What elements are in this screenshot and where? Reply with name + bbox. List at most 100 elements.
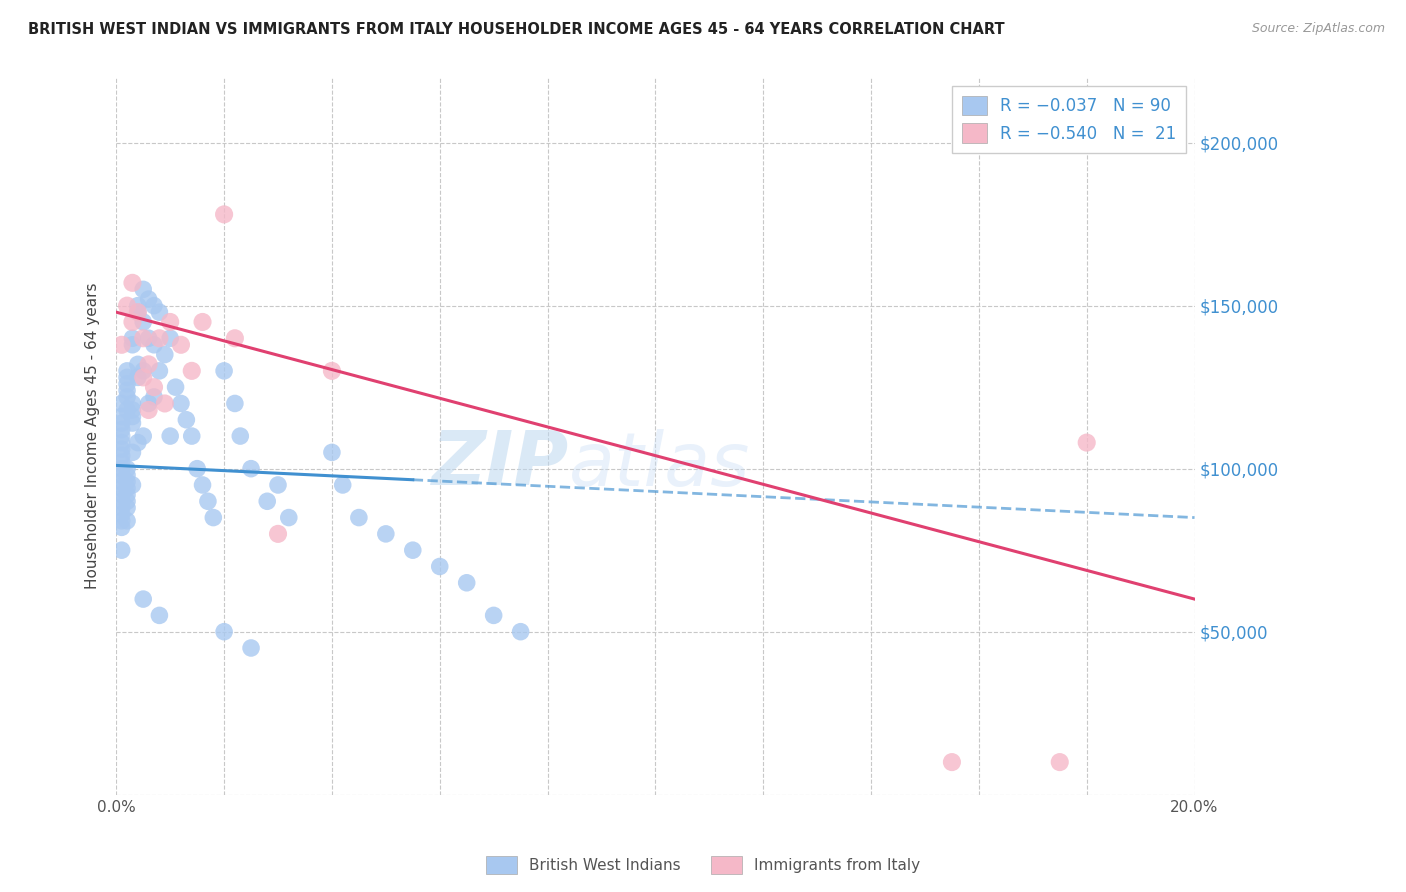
Point bbox=[111, 423, 134, 437]
Point bbox=[159, 331, 181, 345]
Point bbox=[402, 543, 425, 558]
Point bbox=[277, 510, 299, 524]
Point bbox=[165, 380, 187, 394]
Point bbox=[429, 559, 451, 574]
Point bbox=[111, 543, 134, 558]
Point bbox=[127, 357, 149, 371]
Point bbox=[170, 338, 193, 352]
Point bbox=[256, 494, 278, 508]
Point bbox=[159, 429, 181, 443]
Point bbox=[191, 315, 214, 329]
Point bbox=[115, 461, 138, 475]
Legend: British West Indians, Immigrants from Italy: British West Indians, Immigrants from It… bbox=[479, 850, 927, 880]
Point bbox=[143, 380, 166, 394]
Y-axis label: Householder Income Ages 45 - 64 years: Householder Income Ages 45 - 64 years bbox=[86, 283, 100, 590]
Point bbox=[115, 370, 138, 384]
Point bbox=[212, 624, 235, 639]
Point bbox=[121, 409, 143, 424]
Point bbox=[115, 299, 138, 313]
Point bbox=[180, 429, 202, 443]
Point bbox=[121, 276, 143, 290]
Point bbox=[229, 429, 252, 443]
Point bbox=[143, 338, 166, 352]
Point bbox=[148, 305, 170, 319]
Point bbox=[482, 608, 505, 623]
Point bbox=[186, 461, 208, 475]
Point bbox=[121, 331, 143, 345]
Point bbox=[240, 461, 263, 475]
Point bbox=[115, 494, 138, 508]
Point bbox=[132, 315, 155, 329]
Text: BRITISH WEST INDIAN VS IMMIGRANTS FROM ITALY HOUSEHOLDER INCOME AGES 45 - 64 YEA: BRITISH WEST INDIAN VS IMMIGRANTS FROM I… bbox=[28, 22, 1005, 37]
Point bbox=[115, 384, 138, 398]
Point bbox=[111, 338, 134, 352]
Point bbox=[111, 429, 134, 443]
Point bbox=[121, 396, 143, 410]
Point bbox=[115, 468, 138, 483]
Point bbox=[115, 390, 138, 404]
Point bbox=[111, 449, 134, 463]
Point bbox=[138, 357, 160, 371]
Point bbox=[191, 478, 214, 492]
Point bbox=[176, 413, 198, 427]
Point bbox=[127, 370, 149, 384]
Point bbox=[132, 429, 155, 443]
Point bbox=[148, 608, 170, 623]
Point bbox=[180, 364, 202, 378]
Point bbox=[138, 331, 160, 345]
Point bbox=[115, 488, 138, 502]
Point bbox=[115, 364, 138, 378]
Point bbox=[111, 455, 134, 469]
Point bbox=[132, 331, 155, 345]
Point bbox=[132, 364, 155, 378]
Point bbox=[159, 315, 181, 329]
Point bbox=[1076, 435, 1098, 450]
Point bbox=[224, 396, 246, 410]
Point bbox=[202, 510, 225, 524]
Point bbox=[127, 305, 149, 319]
Point bbox=[111, 461, 134, 475]
Point bbox=[111, 500, 134, 515]
Point bbox=[127, 299, 149, 313]
Point bbox=[212, 207, 235, 221]
Point bbox=[111, 494, 134, 508]
Point bbox=[1049, 755, 1071, 769]
Point bbox=[115, 514, 138, 528]
Point bbox=[267, 478, 290, 492]
Point bbox=[111, 435, 134, 450]
Point bbox=[153, 396, 176, 410]
Point bbox=[153, 347, 176, 361]
Point bbox=[121, 403, 143, 417]
Point bbox=[115, 500, 138, 515]
Point bbox=[138, 396, 160, 410]
Text: Source: ZipAtlas.com: Source: ZipAtlas.com bbox=[1251, 22, 1385, 36]
Point bbox=[115, 481, 138, 495]
Point bbox=[212, 364, 235, 378]
Point bbox=[374, 527, 396, 541]
Point bbox=[111, 442, 134, 456]
Point bbox=[121, 416, 143, 430]
Point bbox=[121, 338, 143, 352]
Legend: R = −0.037   N = 90, R = −0.540   N =  21: R = −0.037 N = 90, R = −0.540 N = 21 bbox=[952, 86, 1187, 153]
Point bbox=[456, 575, 478, 590]
Point bbox=[111, 468, 134, 483]
Point bbox=[240, 640, 263, 655]
Text: ZIP: ZIP bbox=[432, 428, 569, 501]
Point bbox=[941, 755, 963, 769]
Point bbox=[121, 315, 143, 329]
Point bbox=[143, 390, 166, 404]
Point bbox=[127, 435, 149, 450]
Point bbox=[148, 364, 170, 378]
Point bbox=[170, 396, 193, 410]
Point bbox=[111, 488, 134, 502]
Point bbox=[197, 494, 219, 508]
Point bbox=[132, 370, 155, 384]
Point bbox=[224, 331, 246, 345]
Point bbox=[111, 508, 134, 522]
Point bbox=[111, 396, 134, 410]
Point bbox=[111, 520, 134, 534]
Point bbox=[332, 478, 354, 492]
Point bbox=[111, 481, 134, 495]
Point bbox=[111, 416, 134, 430]
Point bbox=[132, 592, 155, 607]
